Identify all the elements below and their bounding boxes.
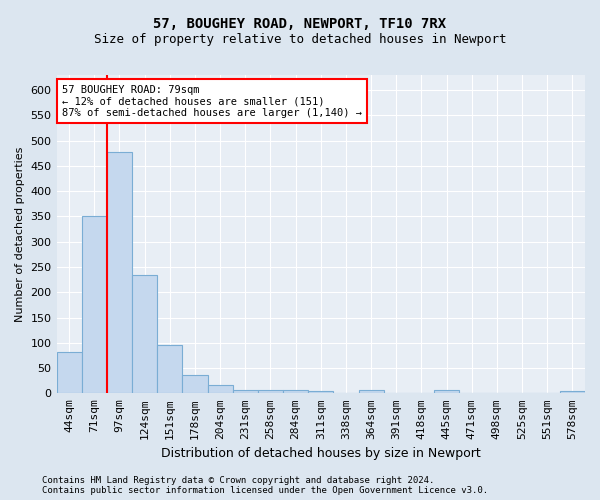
Bar (283, 390, 308, 394)
Bar (434, 390, 459, 394)
Text: 57, BOUGHEY ROAD, NEWPORT, TF10 7RX: 57, BOUGHEY ROAD, NEWPORT, TF10 7RX (154, 18, 446, 32)
Text: 57 BOUGHEY ROAD: 79sqm
← 12% of detached houses are smaller (151)
87% of semi-de: 57 BOUGHEY ROAD: 79sqm ← 12% of detached… (62, 84, 362, 117)
Bar (56, 352, 82, 394)
Bar (560, 391, 585, 394)
Y-axis label: Number of detached properties: Number of detached properties (15, 146, 25, 322)
Text: Size of property relative to detached houses in Newport: Size of property relative to detached ho… (94, 32, 506, 46)
Bar (258, 390, 283, 394)
X-axis label: Distribution of detached houses by size in Newport: Distribution of detached houses by size … (161, 447, 481, 460)
Bar (208, 384, 233, 394)
Bar (107, 152, 132, 394)
Bar (82, 216, 107, 394)
Bar (308, 391, 334, 394)
Text: Contains public sector information licensed under the Open Government Licence v3: Contains public sector information licen… (42, 486, 488, 495)
Bar (233, 390, 258, 394)
Bar (157, 346, 182, 394)
Bar (132, 274, 157, 394)
Bar (182, 374, 208, 394)
Bar (359, 390, 383, 394)
Text: Contains HM Land Registry data © Crown copyright and database right 2024.: Contains HM Land Registry data © Crown c… (42, 476, 434, 485)
